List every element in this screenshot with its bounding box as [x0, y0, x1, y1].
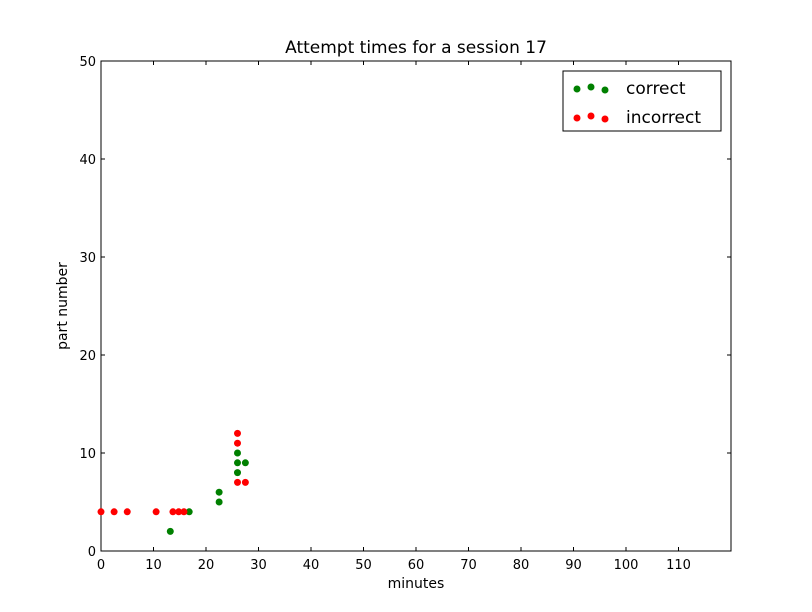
x-tick-label: 40	[303, 558, 320, 573]
y-tick-label: 0	[88, 545, 96, 560]
x-tick-label: 0	[97, 558, 105, 573]
x-tick-label: 100	[614, 558, 639, 573]
y-tick-label: 50	[79, 55, 96, 70]
legend-box	[562, 70, 722, 132]
x-axis-label: minutes	[388, 576, 445, 592]
legend: correct incorrect	[562, 70, 722, 132]
legend-marker-correct	[587, 83, 595, 91]
correct-point	[234, 469, 241, 477]
chart-title: Attempt times for a session 17	[285, 38, 547, 58]
incorrect-point	[180, 508, 188, 516]
incorrect-point	[169, 508, 177, 516]
plot-area	[100, 60, 732, 552]
correct-point	[215, 498, 223, 506]
incorrect-point	[234, 439, 241, 447]
data-points	[97, 429, 249, 535]
legend-label-correct: correct	[626, 79, 686, 99]
incorrect-point	[234, 429, 241, 437]
incorrect-point	[152, 508, 160, 516]
x-tick-label: 20	[198, 558, 215, 573]
correct-point	[215, 488, 223, 496]
x-tick-label: 30	[250, 558, 267, 573]
y-tick-label: 40	[79, 153, 96, 168]
correct-point	[241, 459, 249, 467]
legend-marker-correct	[601, 86, 609, 94]
incorrect-point	[234, 478, 241, 486]
x-tick-label: 60	[408, 558, 425, 573]
y-axis: 0 10 20 30 40 50	[79, 55, 731, 560]
x-tick-label: 70	[460, 558, 477, 573]
y-tick-label: 30	[79, 251, 96, 266]
x-axis: 0 10 20 30 40 50 60 70 80 90 100 110	[97, 61, 691, 573]
y-tick-label: 10	[79, 447, 96, 462]
legend-marker-incorrect	[573, 114, 581, 122]
x-tick-label: 80	[513, 558, 530, 573]
y-axis-label: part number	[55, 262, 71, 350]
x-tick-label: 50	[355, 558, 372, 573]
legend-marker-incorrect	[601, 115, 609, 123]
legend-marker-incorrect	[587, 112, 595, 120]
correct-point	[185, 508, 193, 516]
incorrect-point	[123, 508, 131, 516]
x-tick-label: 90	[565, 558, 582, 573]
legend-marker-correct	[573, 85, 581, 93]
x-tick-label: 110	[666, 558, 691, 573]
incorrect-point	[175, 508, 183, 516]
incorrect-point	[97, 508, 105, 516]
y-tick-label: 20	[79, 349, 96, 364]
correct-point	[166, 527, 174, 535]
correct-point	[234, 449, 241, 457]
incorrect-point	[241, 478, 249, 486]
legend-label-incorrect: incorrect	[626, 108, 701, 128]
correct-point	[234, 459, 241, 467]
incorrect-point	[110, 508, 118, 516]
x-tick-label: 10	[145, 558, 162, 573]
